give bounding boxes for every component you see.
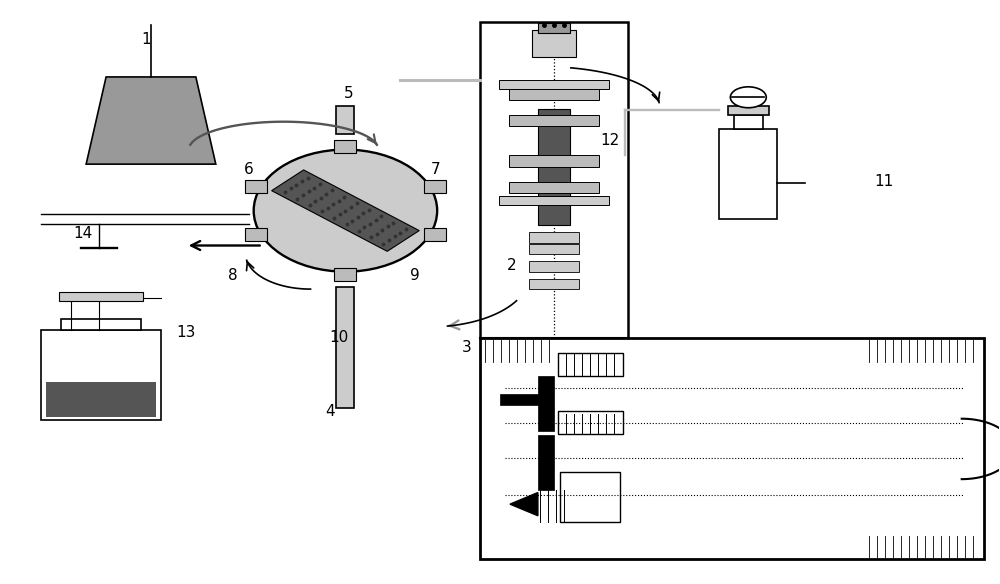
Polygon shape xyxy=(272,170,419,251)
Text: 11: 11 xyxy=(874,174,894,189)
Bar xyxy=(480,22,628,339)
Bar xyxy=(728,106,769,114)
Text: 13: 13 xyxy=(176,325,196,340)
Bar xyxy=(336,287,354,408)
Bar xyxy=(538,109,570,225)
Text: 8: 8 xyxy=(228,268,238,283)
Bar xyxy=(245,228,267,241)
Text: 10: 10 xyxy=(329,330,348,345)
Bar xyxy=(529,244,579,254)
Bar xyxy=(509,155,599,167)
Bar xyxy=(529,232,579,242)
Bar xyxy=(499,80,609,89)
Bar xyxy=(538,23,570,33)
Bar xyxy=(532,30,576,57)
Bar xyxy=(334,140,356,153)
Bar xyxy=(509,89,599,100)
Bar xyxy=(560,472,620,522)
Bar xyxy=(480,339,984,559)
Text: 3: 3 xyxy=(462,340,472,354)
Bar xyxy=(538,376,554,432)
Ellipse shape xyxy=(254,150,437,272)
Bar xyxy=(734,114,763,129)
Bar xyxy=(509,114,599,126)
Text: 7: 7 xyxy=(430,162,440,178)
Circle shape xyxy=(730,87,766,108)
Text: 1: 1 xyxy=(141,32,151,47)
Bar xyxy=(59,292,143,301)
Bar xyxy=(500,394,538,405)
Bar xyxy=(558,353,623,376)
Polygon shape xyxy=(86,77,216,164)
Bar xyxy=(558,411,623,434)
Bar xyxy=(41,330,161,420)
Bar xyxy=(46,382,156,417)
Bar xyxy=(719,129,777,220)
Bar xyxy=(424,180,446,193)
Bar xyxy=(499,196,609,205)
Text: 12: 12 xyxy=(600,133,619,148)
Text: 2: 2 xyxy=(507,258,517,273)
Text: 5: 5 xyxy=(344,86,353,100)
Bar xyxy=(509,182,599,193)
Polygon shape xyxy=(510,492,538,516)
Text: 14: 14 xyxy=(74,227,93,241)
Text: 4: 4 xyxy=(326,404,335,419)
Bar xyxy=(424,228,446,241)
Bar xyxy=(529,279,579,289)
Text: 9: 9 xyxy=(410,268,420,283)
Bar xyxy=(336,106,354,134)
Bar xyxy=(538,435,554,490)
Bar xyxy=(529,261,579,272)
Bar xyxy=(334,268,356,281)
Bar xyxy=(61,319,141,330)
Text: 6: 6 xyxy=(244,162,254,178)
Bar xyxy=(245,180,267,193)
